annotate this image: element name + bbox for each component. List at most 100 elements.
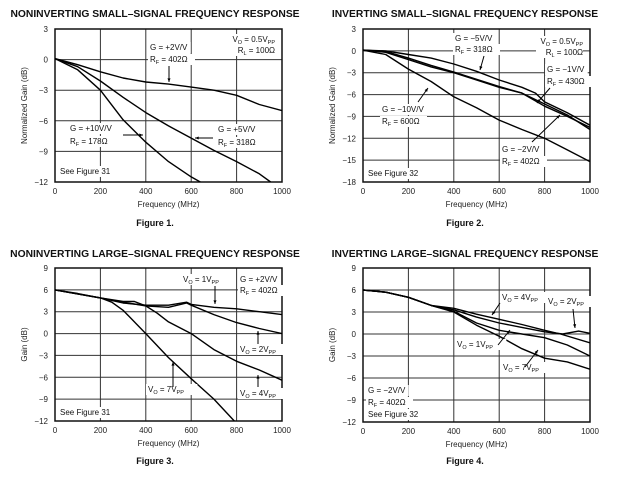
arrow-head-icon <box>492 311 496 315</box>
x-tick-label: 800 <box>538 427 552 436</box>
series-line <box>363 289 590 370</box>
y-tick-label: −9 <box>347 112 357 121</box>
annotation-background <box>181 274 233 285</box>
arrow-head-icon <box>213 300 217 304</box>
annotation-background <box>500 156 547 167</box>
annotation-background <box>546 296 598 307</box>
annotation-background <box>58 166 118 177</box>
x-tick-label: 600 <box>493 187 507 196</box>
annotation-background <box>216 137 263 148</box>
y-tick-label: 0 <box>44 56 49 65</box>
y-tick-label: 6 <box>352 286 357 295</box>
y-tick-label: 3 <box>352 25 357 34</box>
y-tick-label: −3 <box>39 351 49 360</box>
y-tick-label: −18 <box>342 178 356 187</box>
y-tick-label: −3 <box>347 69 357 78</box>
annotation-background <box>380 116 427 127</box>
annotation-background <box>366 168 426 179</box>
annotation-background <box>366 409 426 420</box>
figure-label: Figure 4. <box>446 456 484 466</box>
annotation-label: See Figure 31 <box>60 167 111 176</box>
annotation-label: VO = 1VPP <box>183 275 219 286</box>
y-tick-label: 3 <box>352 308 357 317</box>
annotation-background <box>366 397 413 408</box>
y-axis-label: Gain (dB) <box>20 327 29 362</box>
annotation-label: G = −5V/V <box>455 34 493 43</box>
y-tick-label: 9 <box>44 264 49 273</box>
x-tick-label: 200 <box>402 187 416 196</box>
x-tick-label: 600 <box>185 426 199 435</box>
x-tick-label: 200 <box>94 426 108 435</box>
annotation-background <box>238 274 281 285</box>
chart-4-svg: INVERTING LARGE–SIGNAL FREQUENCY RESPONS… <box>328 249 599 466</box>
figure-label: Figure 1. <box>136 218 174 228</box>
arrow-head-icon <box>139 133 143 137</box>
annotation-label: RF = 178Ω <box>70 137 108 148</box>
y-tick-label: 3 <box>44 25 49 34</box>
x-tick-label: 600 <box>185 187 199 196</box>
y-tick-label: −12 <box>34 417 48 426</box>
y-tick-label: 0 <box>44 330 49 339</box>
y-axis-label: Normalized Gain (dB) <box>20 67 29 144</box>
annotation-background <box>216 124 259 135</box>
y-tick-label: −6 <box>39 373 49 382</box>
annotation-background <box>523 36 583 47</box>
x-tick-label: 400 <box>447 187 461 196</box>
y-tick-label: 3 <box>44 308 49 317</box>
annotation-label: G = +2V/V <box>150 43 188 52</box>
arrow-head-icon <box>171 362 175 366</box>
annotation-label: G = −2V/V <box>502 145 540 154</box>
annotation-label: VO = 4VPP <box>240 389 276 400</box>
plot-frame <box>362 267 591 423</box>
annotation-background <box>536 47 583 58</box>
plot-frame <box>54 28 283 183</box>
annotation-background <box>453 44 500 55</box>
y-tick-label: −9 <box>39 395 49 404</box>
series-line <box>363 49 590 163</box>
annotation-label: RF = 600Ω <box>382 117 420 128</box>
y-tick-label: −9 <box>347 396 357 405</box>
annotation-label: VO = 1VPP <box>457 340 493 351</box>
annotation-label: G = −1V/V <box>547 65 585 74</box>
x-tick-label: 0 <box>53 187 58 196</box>
annotation-label: VO = 7VPP <box>503 363 539 374</box>
x-tick-label: 800 <box>230 426 244 435</box>
annotation-background <box>238 388 290 399</box>
x-tick-label: 1000 <box>273 187 291 196</box>
series-line <box>363 49 590 126</box>
y-tick-label: −12 <box>34 178 48 187</box>
chart-title: NONINVERTING SMALL–SIGNAL FREQUENCY RESP… <box>10 9 299 20</box>
annotation-background <box>380 104 427 115</box>
y-tick-label: −9 <box>39 147 49 156</box>
annotation-background <box>148 54 195 65</box>
annotation-label: G = +10V/V <box>70 124 112 133</box>
y-tick-label: −6 <box>347 374 357 383</box>
annotation-background <box>545 64 588 75</box>
annotation-label: RF = 402Ω <box>150 55 188 66</box>
chart-title: INVERTING LARGE–SIGNAL FREQUENCY RESPONS… <box>332 249 599 260</box>
annotation-label: VO = 7VPP <box>148 385 184 396</box>
x-tick-label: 0 <box>53 426 58 435</box>
x-axis-label: Frequency (MHz) <box>138 439 200 448</box>
y-tick-label: 0 <box>352 47 357 56</box>
annotation-label: G = +2V/V <box>240 275 278 284</box>
arrow-head-icon <box>534 350 538 354</box>
annotation-label: RF = 402Ω <box>368 398 406 409</box>
chart-1-svg: NONINVERTING SMALL–SIGNAL FREQUENCY RESP… <box>10 9 299 228</box>
x-tick-label: 200 <box>94 187 108 196</box>
annotation-label: VO = 0.5VPP <box>540 37 583 48</box>
x-tick-label: 800 <box>230 187 244 196</box>
x-tick-label: 400 <box>139 426 153 435</box>
annotation-background <box>500 292 552 303</box>
arrow-head-icon <box>479 66 483 70</box>
annotation-label: RF = 430Ω <box>547 77 585 88</box>
figure-label: Figure 2. <box>446 218 484 228</box>
plot-frame <box>362 28 591 183</box>
annotation-label: See Figure 32 <box>368 410 419 419</box>
annotation-label: VO = 0.5VPP <box>232 35 275 46</box>
series-line <box>55 289 282 381</box>
y-tick-label: 6 <box>44 286 49 295</box>
annotation-label: RL = 100Ω <box>238 46 275 57</box>
chart-2: INVERTING SMALL–SIGNAL FREQUENCY RESPONS… <box>310 0 620 240</box>
y-tick-label: −6 <box>347 91 357 100</box>
